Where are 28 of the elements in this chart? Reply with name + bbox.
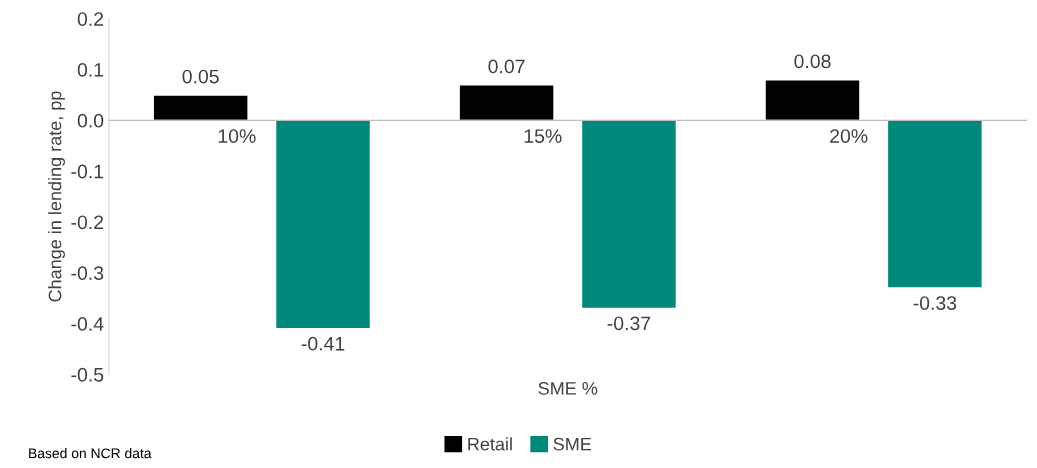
data-label: 0.08 (794, 54, 831, 69)
x-tick-label: 15% (524, 129, 562, 143)
y-tick-label: -0.4 (71, 317, 104, 331)
y-tick-label: 0.2 (77, 12, 104, 26)
data-label: -0.41 (301, 336, 345, 351)
y-tick-label: 0.0 (77, 113, 104, 128)
y-tick-label: -0.1 (71, 164, 104, 179)
y-tick-label: -0.5 (71, 367, 104, 382)
y-tick-label: -0.3 (71, 266, 104, 281)
x-axis-title: SME % (538, 381, 598, 395)
legend-label: SME (553, 437, 592, 451)
y-tick-label: 0.1 (77, 63, 104, 77)
bar (274, 119, 372, 330)
x-tick-label: 10% (218, 129, 256, 143)
data-label: 0.05 (182, 69, 219, 84)
bar (152, 94, 249, 122)
legend-label: Retail (468, 437, 512, 451)
data-label: -0.37 (607, 316, 651, 331)
data-label: 0.07 (488, 59, 525, 74)
y-tick-label: -0.2 (71, 215, 104, 230)
bar (886, 119, 983, 289)
bar (764, 78, 861, 122)
bar (580, 119, 678, 310)
bar (458, 84, 555, 122)
x-tick-label: 20% (830, 129, 868, 143)
data-label: -0.33 (913, 296, 957, 310)
text: Based on NCR data (29, 448, 152, 459)
y-axis-title: Change in lending rate, pp (48, 91, 65, 302)
